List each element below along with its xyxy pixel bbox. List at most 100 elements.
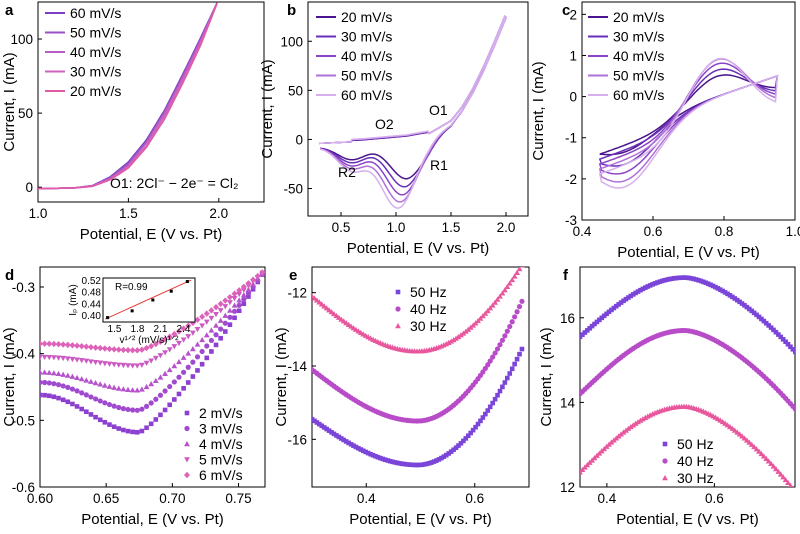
x-tick-label: 2.0: [209, 206, 228, 221]
inset-annotation: R=0.99: [115, 282, 148, 293]
plot-area: [38, 2, 218, 190]
legend-entry: 50 mV/s: [613, 68, 664, 84]
data-point: [84, 409, 89, 415]
data-point: [785, 341, 791, 347]
data-point: [217, 317, 224, 323]
data-point: [42, 392, 47, 398]
data-point: [40, 369, 43, 375]
data-point: [227, 314, 233, 320]
data-point: [713, 284, 718, 290]
data-point: [775, 468, 782, 474]
data-point: [343, 439, 349, 444]
data-point: [756, 448, 762, 454]
data-point: [334, 433, 339, 438]
data-point: [139, 362, 145, 368]
x-tick-label: 0.4: [357, 491, 376, 506]
data-point: [487, 358, 493, 364]
data-point: [46, 340, 53, 348]
data-point: [148, 342, 155, 350]
data-point: [125, 346, 132, 354]
data-point: [468, 430, 473, 436]
x-tick-label: 0.60: [27, 491, 53, 506]
data-point: [441, 454, 447, 459]
data-point: [194, 327, 201, 333]
x-axis-label: Potential, E (V vs. Pt): [616, 511, 759, 528]
data-point: [657, 279, 663, 284]
data-point: [213, 332, 219, 338]
data-point: [773, 329, 779, 335]
data-point: [162, 388, 168, 394]
data-point: [60, 397, 66, 403]
inset-point: [130, 309, 134, 313]
data-point: [208, 327, 215, 333]
data-point: [259, 269, 265, 276]
panel-b: 0.5 1.0 1.5 2.0 -50 0 50 100 Potential, E (V vs.…: [259, 1, 529, 257]
data-point: [218, 335, 223, 341]
data-point: [484, 307, 491, 314]
data-point: [611, 305, 617, 311]
data-point: [152, 355, 159, 362]
data-point: [655, 280, 660, 285]
inset-x-tick: 1.5: [108, 324, 122, 335]
data-point: [669, 276, 675, 281]
data-point: [494, 346, 501, 352]
data-point: [162, 336, 169, 343]
panel-c: 0.4 0.6 0.8 1.0 -3 -2 -1 0 1 2 Potential, E (V vs.…: [530, 1, 800, 261]
data-point: [482, 365, 488, 372]
series-line: [38, 3, 218, 190]
data-point: [50, 370, 57, 376]
data-point: [106, 361, 113, 367]
data-point: [492, 299, 498, 305]
data-point: [217, 300, 224, 308]
data-point: [240, 292, 247, 298]
y-tick-label: -50: [283, 182, 303, 197]
data-point: [180, 325, 187, 332]
data-point: [507, 323, 513, 330]
data-point: [55, 355, 62, 361]
data-point: [97, 360, 104, 366]
data-point: [771, 327, 776, 333]
data-point: [93, 414, 98, 420]
data-point: [599, 315, 605, 321]
inset-point: [151, 298, 155, 302]
data-point: [55, 370, 62, 377]
inset-y-tick: 0.44: [82, 299, 102, 310]
data-point: [312, 293, 315, 299]
data-point: [368, 451, 373, 457]
data-point: [189, 345, 196, 352]
data-point: [46, 354, 53, 361]
data-point: [209, 349, 214, 354]
series-line: [38, 2, 218, 190]
data-point: [143, 360, 150, 366]
data-point: [227, 300, 233, 306]
data-point: [92, 380, 99, 386]
data-point: [60, 341, 67, 348]
x-axis-label: Potential, E (V vs. Pt): [349, 511, 492, 528]
data-point: [681, 275, 687, 280]
data-point: [502, 380, 508, 385]
data-point: [363, 449, 369, 455]
data-point: [667, 276, 672, 282]
data-point: [348, 441, 354, 447]
data-point: [74, 404, 80, 409]
x-tick-label: 2.0: [497, 220, 516, 235]
data-point: [516, 267, 523, 272]
data-point: [684, 275, 689, 280]
data-point: [148, 421, 154, 427]
data-point: [194, 341, 201, 347]
data-point: [134, 429, 140, 435]
data-point: [499, 290, 506, 296]
data-point: [111, 384, 118, 390]
data-point: [402, 461, 408, 467]
data-point: [628, 293, 634, 299]
legend-entry: 20 mV/s: [613, 9, 664, 25]
data-point: [640, 286, 646, 292]
data-point: [88, 412, 94, 417]
data-point: [356, 445, 361, 451]
data-point: [227, 307, 233, 313]
y-tick-label: 0: [569, 90, 577, 105]
data-point: [382, 457, 388, 463]
data-point: [176, 391, 182, 397]
legend-entry: 20 mV/s: [341, 9, 392, 25]
